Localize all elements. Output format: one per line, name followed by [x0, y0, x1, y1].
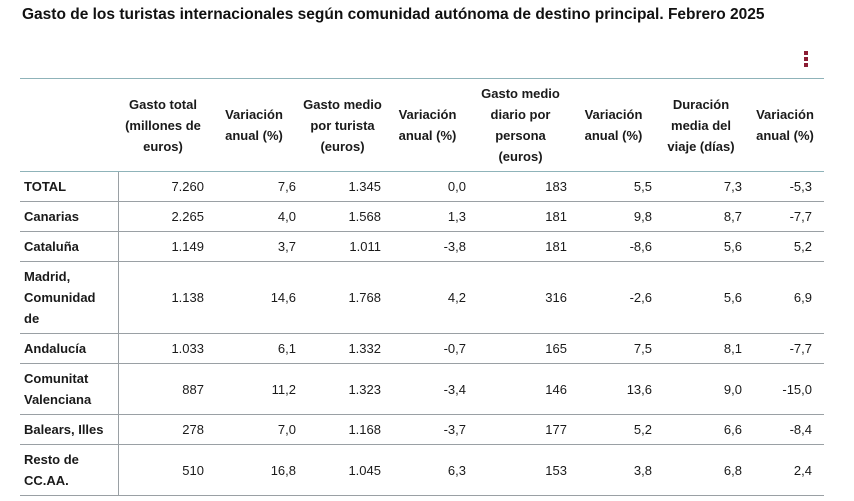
- header-row: Gasto total (millones de euros) Variación…: [20, 78, 824, 172]
- table-cell: -3,8: [443, 239, 466, 254]
- table-row: Resto de CC.AA. 510 16,8 1.045 6,3 153 3,8 6,8 2…: [20, 444, 824, 496]
- table-cell: 16,8: [270, 462, 296, 478]
- table-cell: 278: [182, 422, 204, 437]
- data-table: Gasto total (millones de euros) Variación…: [20, 78, 824, 496]
- table-cell: 177: [545, 422, 567, 437]
- table-cell: 887: [182, 381, 204, 397]
- table-cell: 2,4: [793, 462, 812, 478]
- table-cell: 9,0: [723, 381, 742, 397]
- row-label: Balears, Illes: [20, 414, 119, 445]
- table-cell: 181: [545, 209, 567, 224]
- table-row: Balears, Illes 278 7,0 1.168 -3,7 177 5,2 6,6 -8…: [20, 414, 824, 445]
- table-cell: 316: [545, 290, 567, 305]
- table-cell: 1.332: [348, 341, 381, 356]
- table-cell: 11,2: [271, 381, 296, 397]
- table-cell: 6,1: [277, 341, 296, 356]
- table-cell: -5,3: [789, 179, 812, 194]
- table-cell: 13,6: [626, 381, 652, 397]
- column-header: Gasto medio diario por persona (euros): [470, 78, 571, 172]
- column-header: Variación anual (%): [746, 78, 824, 172]
- column-header: Variación anual (%): [208, 78, 300, 172]
- table-cell: 8,7: [723, 209, 742, 224]
- table-cell: 1.168: [348, 422, 381, 437]
- table-cell: 3,8: [633, 462, 652, 478]
- table-cell: 5,6: [723, 290, 742, 305]
- table-cell: -3,4: [443, 381, 466, 397]
- table-cell: -2,6: [629, 290, 652, 305]
- table-cell: 14,6: [270, 290, 296, 305]
- table-cell: 2.265: [171, 209, 204, 224]
- table-cell: 7.260: [171, 179, 204, 194]
- table-cell: 6,3: [447, 462, 466, 478]
- table-cell: 181: [545, 239, 567, 254]
- table-cell: 7,0: [277, 422, 296, 437]
- row-label: Comunitat Valenciana: [20, 363, 119, 415]
- table-cell: 1,3: [447, 209, 466, 224]
- table-cell: 6,6: [723, 422, 742, 437]
- vertical-ellipsis-icon[interactable]: [799, 50, 813, 68]
- data-table-container: Gasto total (millones de euros) Variación…: [20, 78, 824, 496]
- table-cell: 165: [545, 341, 567, 356]
- table-cell: 1.138: [171, 290, 204, 305]
- row-label: Canarias: [20, 201, 119, 232]
- table-cell: 1.768: [348, 290, 381, 305]
- table-row: Canarias 2.265 4,0 1.568 1,3 181 9,8 8,7 -7,7: [20, 201, 824, 232]
- row-label: Cataluña: [20, 231, 119, 262]
- table-cell: 1.033: [171, 341, 204, 356]
- table-row: Madrid, Comunidad de 1.138 14,6 1.768 4,2 316…: [20, 261, 824, 334]
- table-row: Andalucía 1.033 6,1 1.332 -0,7 165 7,5 8,1 -7,7: [20, 333, 824, 364]
- table-row: TOTAL 7.260 7,6 1.345 0,0 183 5,5 7,3 -5,3: [20, 171, 824, 202]
- column-header: Gasto total (millones de euros): [118, 78, 208, 172]
- table-row: Cataluña 1.149 3,7 1.011 -3,8 181 -8,6 5,6 5,2: [20, 231, 824, 262]
- column-header: Duración media del viaje (días): [656, 78, 746, 172]
- row-label: Madrid, Comunidad de: [20, 261, 119, 334]
- table-body: TOTAL 7.260 7,6 1.345 0,0 183 5,5 7,3 -5,3 Canari…: [20, 171, 824, 496]
- table-cell: 146: [545, 381, 567, 397]
- table-cell: 0,0: [447, 179, 466, 194]
- row-label: Resto de CC.AA.: [20, 444, 119, 496]
- chart-title: Gasto de los turistas internacionales se…: [22, 6, 765, 23]
- table-cell: -0,7: [443, 341, 466, 356]
- table-cell: 5,6: [723, 239, 742, 254]
- table-cell: 6,9: [793, 290, 812, 305]
- table-cell: 6,8: [723, 462, 742, 478]
- header-corner: [20, 78, 118, 172]
- table-cell: 4,2: [447, 290, 466, 305]
- table-cell: 5,2: [793, 239, 812, 254]
- table-cell: 1.345: [348, 179, 381, 194]
- table-cell: 3,7: [277, 239, 296, 254]
- table-cell: 7,6: [277, 179, 296, 194]
- column-header: Gasto medio por turista (euros): [300, 78, 385, 172]
- column-header: Variación anual (%): [385, 78, 470, 172]
- table-cell: 8,1: [723, 341, 742, 356]
- table-cell: 7,5: [633, 341, 652, 356]
- table-cell: -3,7: [443, 422, 466, 437]
- table-cell: 5,2: [633, 422, 652, 437]
- table-cell: 1.568: [348, 209, 381, 224]
- table-cell: 510: [182, 462, 204, 478]
- table-cell: -15,0: [782, 381, 812, 397]
- table-cell: 9,8: [633, 209, 652, 224]
- table-cell: -7,7: [789, 209, 812, 224]
- table-cell: 1.011: [349, 239, 381, 254]
- table-cell: 4,0: [277, 209, 296, 224]
- table-cell: 1.149: [171, 239, 204, 254]
- table-cell: 7,3: [723, 179, 742, 194]
- table-cell: -7,7: [789, 341, 812, 356]
- row-label: TOTAL: [20, 171, 119, 202]
- table-row: Comunitat Valenciana 887 11,2 1.323 -3,4 146 1…: [20, 363, 824, 415]
- table-cell: 5,5: [633, 179, 652, 194]
- table-cell: 183: [545, 179, 567, 194]
- table-cell: -8,6: [629, 239, 652, 254]
- table-cell: 1.323: [348, 381, 381, 397]
- row-label: Andalucía: [20, 333, 119, 364]
- column-header: Variación anual (%): [571, 78, 656, 172]
- table-cell: 1.045: [348, 462, 381, 478]
- table-cell: 153: [545, 462, 567, 478]
- table-cell: -8,4: [789, 422, 812, 437]
